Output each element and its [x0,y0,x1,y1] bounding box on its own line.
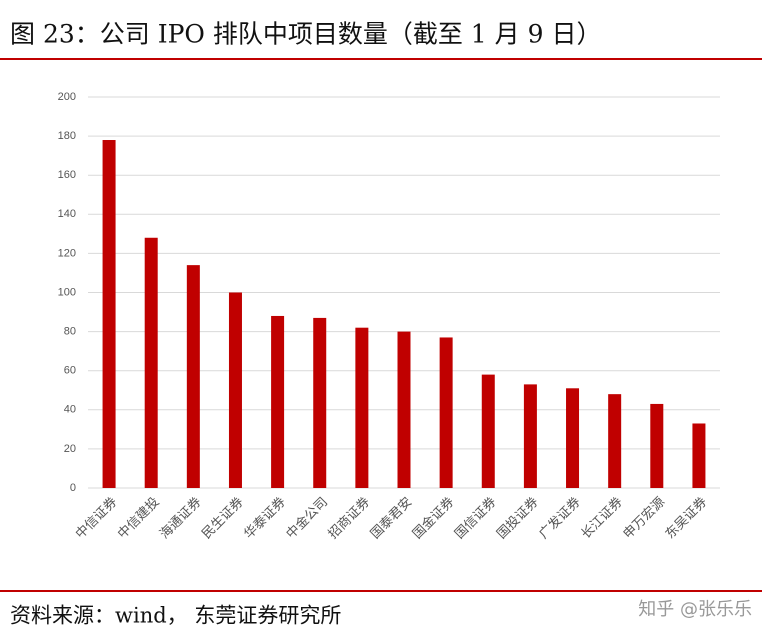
x-tick-label: 申万宏源 [621,495,668,542]
y-tick-label: 80 [64,326,76,338]
x-tick-label: 东吴证券 [662,494,710,542]
x-tick-label: 华泰证券 [241,494,289,542]
x-tick-label: 广发证券 [536,494,584,542]
x-tick-label: 国泰君安 [368,495,415,542]
x-tick-label: 民生证券 [199,494,247,542]
bar [397,331,411,488]
y-tick-label: 160 [58,169,76,181]
bar [355,327,369,488]
y-tick-label: 40 [64,404,76,416]
x-tick-label: 中信建投 [114,494,162,542]
y-tick-label: 120 [58,247,76,259]
y-tick-label: 0 [70,482,76,494]
bar [481,374,495,488]
x-tick-label: 国金证券 [409,494,457,542]
y-tick-label: 140 [58,208,76,220]
bar [608,394,622,488]
x-tick-label: 长江证券 [578,494,626,542]
bar [144,237,158,488]
x-tick-label: 中金公司 [283,494,331,542]
x-tick-label: 国信证券 [451,494,499,542]
y-tick-label: 20 [64,443,76,455]
bar [102,140,116,488]
source: 资料来源：wind， 东莞证券研究所 [10,604,341,628]
y-tick-label: 100 [58,286,76,298]
y-tick-label: 180 [58,130,76,142]
bar [439,337,453,488]
watermark: 知乎 @张乐乐 [638,599,752,620]
bar [566,388,580,488]
bar [523,384,537,488]
chart-title: 图 23：公司 IPO 排队中项目数量（截至 1 月 9 日） [10,20,601,49]
x-tick-label: 国投证券 [494,494,542,542]
bar [650,403,664,488]
bar [228,292,242,488]
bar [271,315,285,488]
x-tick-label: 招商证券 [325,494,373,542]
y-tick-label: 60 [64,365,76,377]
x-tick-label: 海通证券 [157,494,205,542]
x-tick-label: 中信证券 [72,494,120,542]
bar [186,265,200,488]
y-tick-label: 200 [58,91,76,103]
bar [692,423,706,488]
bar [313,317,327,488]
